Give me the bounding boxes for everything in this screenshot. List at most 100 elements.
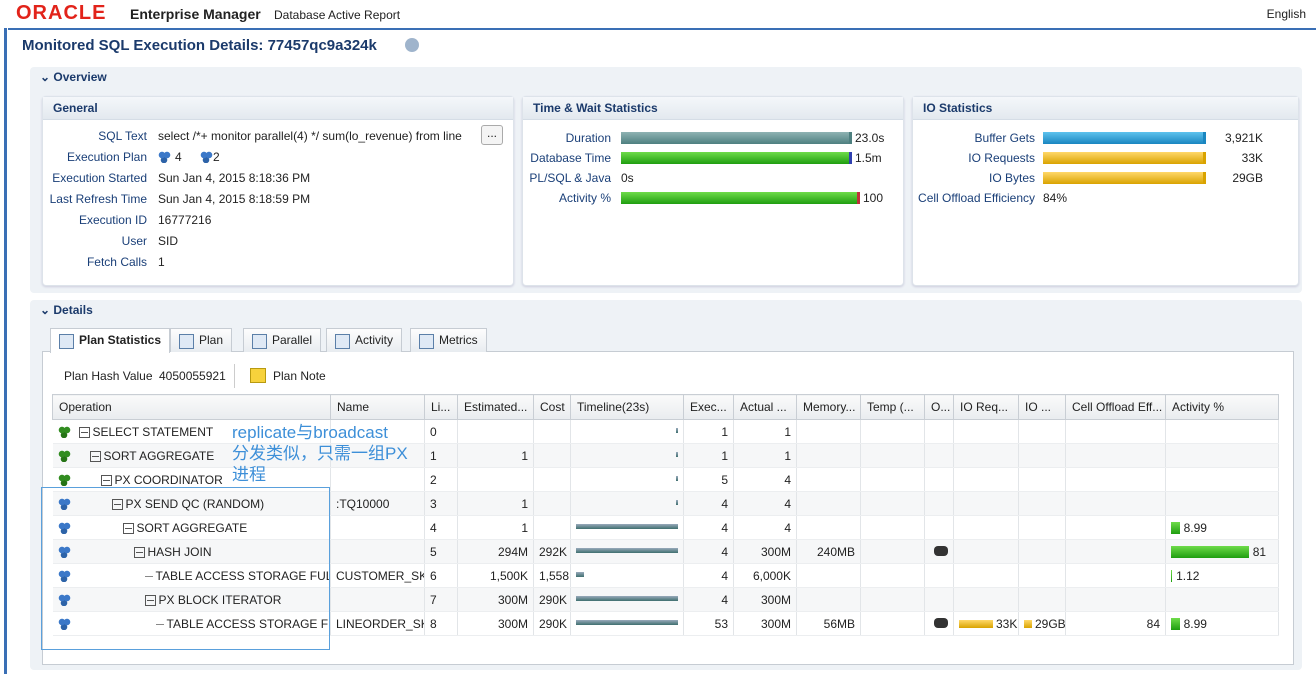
expander[interactable] [144, 594, 156, 606]
cell [953, 587, 1019, 612]
column-header[interactable]: Memory... [796, 394, 861, 420]
expander[interactable] [78, 426, 90, 438]
status-icon [405, 38, 419, 52]
actual: 1 [784, 424, 791, 439]
column-header[interactable]: Activity % [1165, 394, 1279, 420]
column-header[interactable]: Li... [424, 394, 458, 420]
tab[interactable]: Parallel [243, 328, 322, 352]
tab[interactable]: Plan [170, 328, 233, 352]
general-panel: General SQL Text select /*+ monitor parall… [42, 96, 514, 286]
cell: 3 [424, 491, 458, 516]
plan-row: SORT AGGREGATE 1 1 1 1 [52, 443, 1279, 468]
expander[interactable] [100, 474, 112, 486]
binoculars[interactable] [934, 545, 948, 556]
exec: 4 [721, 592, 728, 607]
note-icon [250, 368, 266, 383]
binoculars[interactable] [934, 617, 948, 628]
section-header[interactable]: ⌄ Details [40, 303, 93, 317]
column-header[interactable]: IO Req... [953, 394, 1019, 420]
cell [796, 491, 861, 516]
actual: 6,000K [752, 568, 791, 583]
cell: TABLE ACCESS STORAGE FULL [52, 563, 331, 588]
cell: 7 [424, 587, 458, 612]
exec: 4 [721, 568, 728, 583]
cell [570, 539, 684, 564]
product: Enterprise Manager [130, 6, 261, 22]
stat-label: Duration [565, 131, 611, 145]
column-header[interactable]: Temp (... [860, 394, 925, 420]
name: LINEORDER_SKI [336, 616, 425, 631]
field-value: Sun Jan 4, 2015 8:18:36 PM [158, 171, 311, 185]
expander[interactable] [122, 522, 134, 534]
column-header[interactable]: Operation [52, 394, 331, 420]
row-icon [57, 618, 71, 631]
expander[interactable] [111, 498, 123, 510]
cell [860, 515, 925, 540]
tab[interactable]: Activity [326, 328, 403, 352]
field-value: 1 [158, 255, 165, 269]
stat-bar [1043, 172, 1206, 184]
exec: 53 [714, 616, 728, 631]
operation: TABLE ACCESS STORAGE FULL [155, 568, 331, 583]
name: CUSTOMER_SKE [336, 568, 424, 583]
section-header[interactable]: ⌄ Overview [40, 70, 107, 84]
expander[interactable] [133, 546, 145, 558]
column-header[interactable]: Cell Offload Eff... [1065, 394, 1166, 420]
column-header[interactable]: Timeline(23s) [570, 394, 684, 420]
cell [570, 467, 684, 492]
cell: 1 [683, 443, 734, 468]
column-header[interactable]: IO ... [1018, 394, 1066, 420]
cell [570, 611, 684, 636]
field-value: select /*+ monitor parallel(4) */ sum(lo… [158, 129, 462, 143]
stat-value: 100 [863, 191, 884, 205]
cell: 300M [457, 587, 534, 612]
line: 4 [430, 520, 437, 535]
cell [860, 539, 925, 564]
line: 2 [430, 472, 437, 487]
field-label: SQL Text [98, 129, 147, 143]
cell [1065, 515, 1166, 540]
cell [1065, 563, 1166, 588]
cell [457, 467, 534, 492]
section-title: Overview [53, 70, 107, 84]
cell [953, 491, 1019, 516]
stat-label: Cell Offload Efficiency [918, 191, 1035, 205]
plan-row: PX BLOCK ITERATOR 7 300M 290K 4 300M [52, 587, 1279, 612]
estimated: 294M [497, 544, 528, 559]
operation: HASH JOIN [147, 544, 212, 559]
column-header[interactable]: Exec... [683, 394, 734, 420]
annotation-box [41, 487, 330, 650]
column-header[interactable]: Cost [533, 394, 571, 420]
activity-bar [1171, 546, 1249, 559]
timeline-bar [676, 452, 678, 457]
column-header[interactable]: Estimated... [457, 394, 534, 420]
timeline-bar [576, 596, 678, 601]
cell [924, 419, 954, 444]
plan-note[interactable]: Plan Note [273, 369, 326, 383]
io-bar [959, 620, 993, 629]
column-header[interactable]: O... [924, 394, 954, 420]
line: 0 [430, 424, 437, 439]
operation: PX SEND QC (RANDOM) [125, 496, 265, 511]
plan-row: PX SEND QC (RANDOM):TQ10000 3 1 4 4 [52, 491, 1279, 516]
stat-bar [1043, 132, 1206, 144]
tab[interactable]: Plan Statistics [50, 328, 171, 353]
expander[interactable] [89, 450, 101, 462]
language-menu[interactable]: English [1266, 7, 1306, 21]
column-header[interactable]: Actual ... [733, 394, 797, 420]
cell [1065, 491, 1166, 516]
tab[interactable]: Metrics [410, 328, 487, 352]
line: 3 [430, 496, 437, 511]
cell: TABLE ACCESS STORAGE FULL [52, 611, 331, 636]
cell: 1 [457, 515, 534, 540]
row-icon [57, 450, 71, 463]
cell [1165, 587, 1279, 612]
panel-title: General [43, 97, 513, 120]
plan-row: PX COORDINATOR 2 5 4 [52, 467, 1279, 492]
column-header[interactable]: Name [330, 394, 425, 420]
cost: 290K [539, 616, 568, 631]
plan-icon [200, 151, 213, 163]
stat-bar [1043, 152, 1206, 164]
more-button[interactable]: ... [481, 125, 503, 145]
actual: 300M [760, 616, 791, 631]
